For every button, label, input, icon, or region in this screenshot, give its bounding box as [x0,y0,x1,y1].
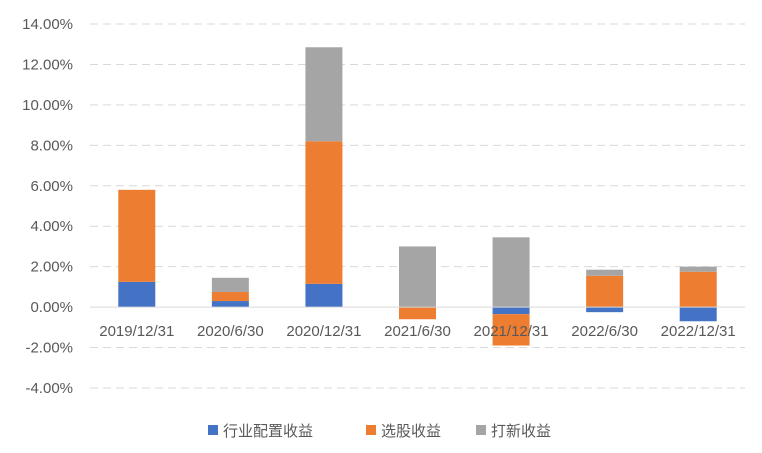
legend-swatch [476,425,486,435]
y-tick-label: 2.00% [30,259,73,276]
y-tick-label: 10.00% [22,97,73,114]
y-tick-label: 6.00% [30,178,73,195]
legend: 行业配置收益 选股收益 打新收益 [208,422,551,440]
bar-segment [305,47,343,142]
y-tick-label: 12.00% [22,56,73,73]
legend-label: 行业配置收益 [223,422,313,440]
bar-segment [399,307,436,320]
bar-segment [586,269,624,276]
x-tick-label: 2021/12/31 [474,323,549,340]
legend-label: 打新收益 [491,422,551,440]
y-tick-label: 4.00% [30,218,73,235]
y-tick-label: -4.00% [25,380,73,397]
legend-swatch [208,425,218,435]
bar-segment [211,301,249,308]
bar-segment [492,307,530,315]
bar-segment [492,314,530,346]
y-tick-label: -2.00% [25,340,73,357]
x-tick-label: 2020/12/31 [286,323,361,340]
bar-segment [211,291,249,302]
bar-segment [305,283,343,308]
legend-swatch [366,425,376,435]
y-tick-label: 14.00% [22,16,73,33]
y-tick-label: 0.00% [30,299,73,316]
x-tick-label: 2020/6/30 [197,323,264,340]
bar-segment [118,189,156,282]
bars [118,47,717,346]
bar-segment [305,141,343,284]
bar-segment [586,307,624,313]
bar-segment [679,307,717,322]
y-axis-ticks: 14.00% 12.00% 10.00% 8.00% 6.00% 4.00% 2.00% 0.… [22,16,73,397]
bar-segment [679,266,717,272]
bar-segment [211,277,249,292]
bar-segment [118,281,156,308]
bar-segment [399,246,436,308]
x-tick-label: 2022/12/31 [661,323,736,340]
x-tick-label: 2019/12/31 [99,323,174,340]
x-tick-label: 2022/6/30 [571,323,638,340]
x-axis-ticks: 2019/12/31 2020/6/30 2020/12/31 2021/6/30 20… [99,323,736,340]
legend-label: 选股收益 [381,422,441,440]
bar-segment [586,275,624,308]
bar-segment [492,237,530,308]
x-tick-label: 2021/6/30 [384,323,451,340]
bar-segment [679,271,717,308]
y-tick-label: 8.00% [30,137,73,154]
